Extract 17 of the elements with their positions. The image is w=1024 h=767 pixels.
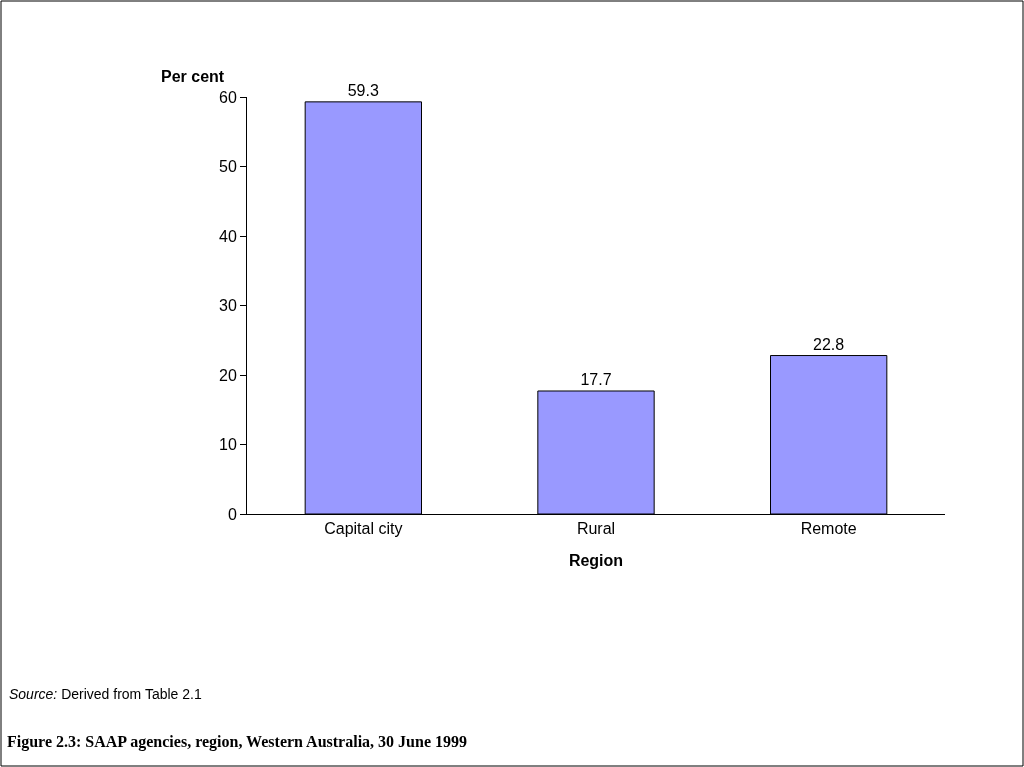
x-tick-label: Capital city <box>324 520 403 538</box>
y-tick-label: 10 <box>219 436 237 454</box>
data-label: 17.7 <box>580 370 612 388</box>
y-tick-label: 60 <box>219 88 237 106</box>
y-tick-label: 40 <box>219 227 237 245</box>
x-axis-title: Region <box>568 551 624 569</box>
y-tick-label: 30 <box>219 297 237 315</box>
data-label: 22.8 <box>813 335 845 353</box>
data-label: 59.3 <box>347 81 379 99</box>
source-note: Source: Derived from Table 2.1 <box>9 686 202 702</box>
y-tick-label: 20 <box>219 366 237 384</box>
x-tick-label: Rural <box>576 520 616 538</box>
text: Figure 2.3: SAAP agencies, region, Western Australia, 30 June 1999 <box>7 732 467 751</box>
y-tick-label: 0 <box>227 505 237 523</box>
x-tick-label: Remote <box>800 520 857 538</box>
y-tick-label: 50 <box>219 158 237 176</box>
y-axis-title: Per cent <box>161 68 225 85</box>
